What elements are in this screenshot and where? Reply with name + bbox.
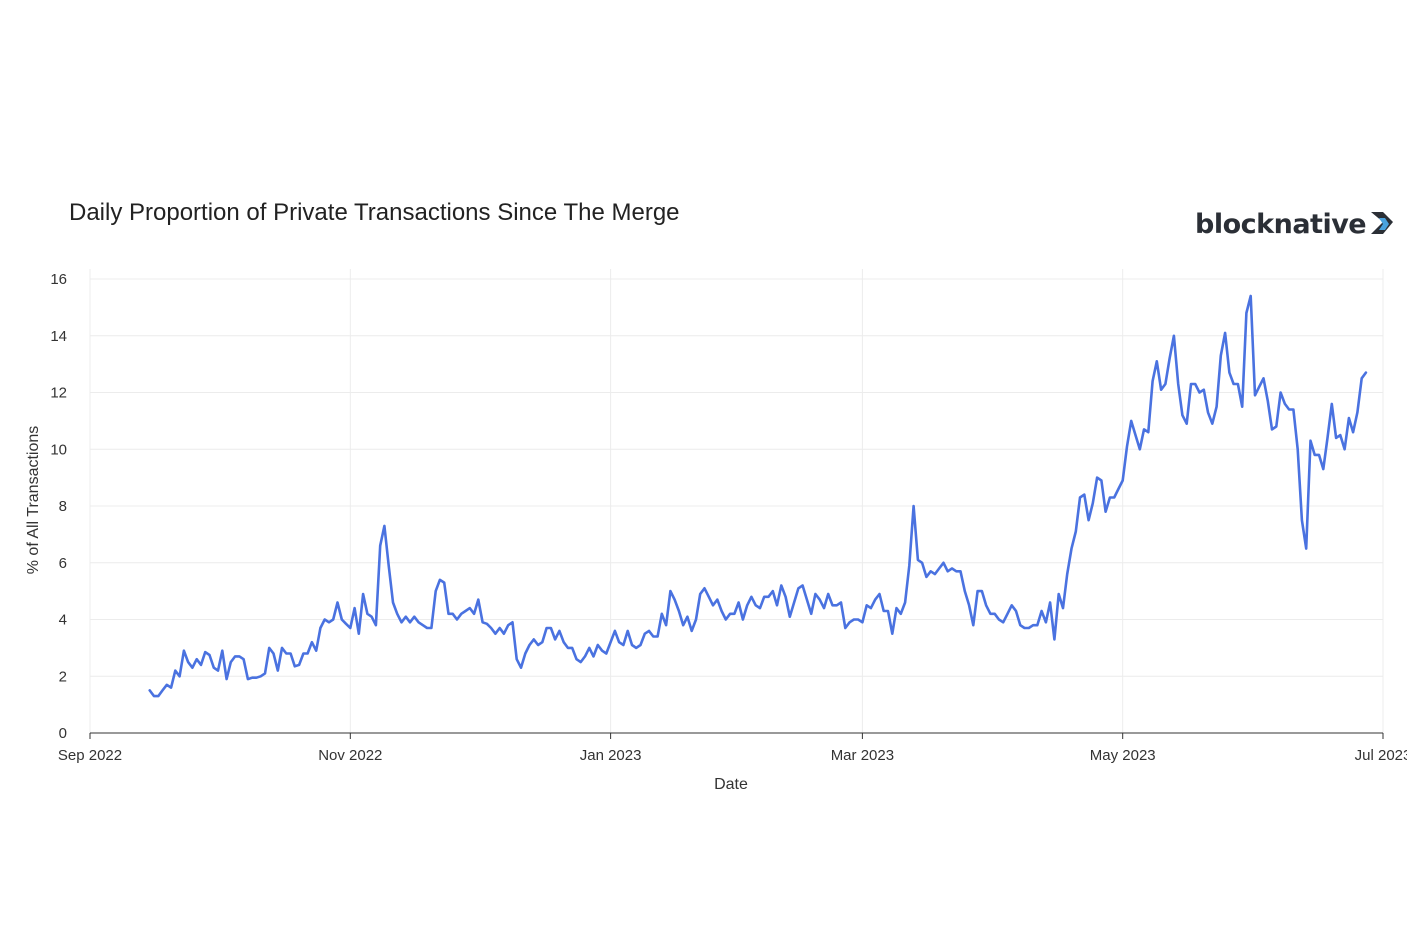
y-tick-label: 16 (50, 271, 67, 288)
grid (89, 269, 1384, 733)
x-axis-label: Date (714, 776, 748, 793)
brand-mark-icon (1371, 212, 1394, 234)
x-tick-label: May 2023 (1090, 747, 1156, 764)
y-tick-label: 12 (50, 385, 67, 402)
series-line (148, 294, 1368, 698)
brand-logo: blocknative (1195, 206, 1395, 242)
y-tick-label: 6 (59, 555, 67, 572)
x-tick-label: Jan 2023 (580, 747, 642, 764)
y-tick-label: 8 (59, 498, 67, 515)
y-tick-label: 2 (59, 668, 67, 685)
brand-wordmark: blocknative (1195, 208, 1367, 240)
y-tick-label: 0 (59, 725, 67, 742)
x-tick-label: Nov 2022 (318, 747, 382, 764)
chart-title: Daily Proportion of Private Transactions… (69, 199, 680, 226)
axes: 0 2 4 6 8 10 12 14 16 Sep 2022 Nov 2022 Jan 2023 Mar… (50, 271, 1407, 764)
x-tick-label: Mar 2023 (831, 747, 894, 764)
x-tick-label: Jul 2023 (1355, 747, 1407, 764)
y-tick-label: 4 (59, 612, 67, 629)
series (148, 294, 1368, 698)
y-tick-label: 14 (50, 328, 67, 345)
y-axis-label: % of All Transactions (25, 426, 42, 575)
x-tick-label: Sep 2022 (58, 747, 122, 764)
y-tick-label: 10 (50, 441, 67, 458)
